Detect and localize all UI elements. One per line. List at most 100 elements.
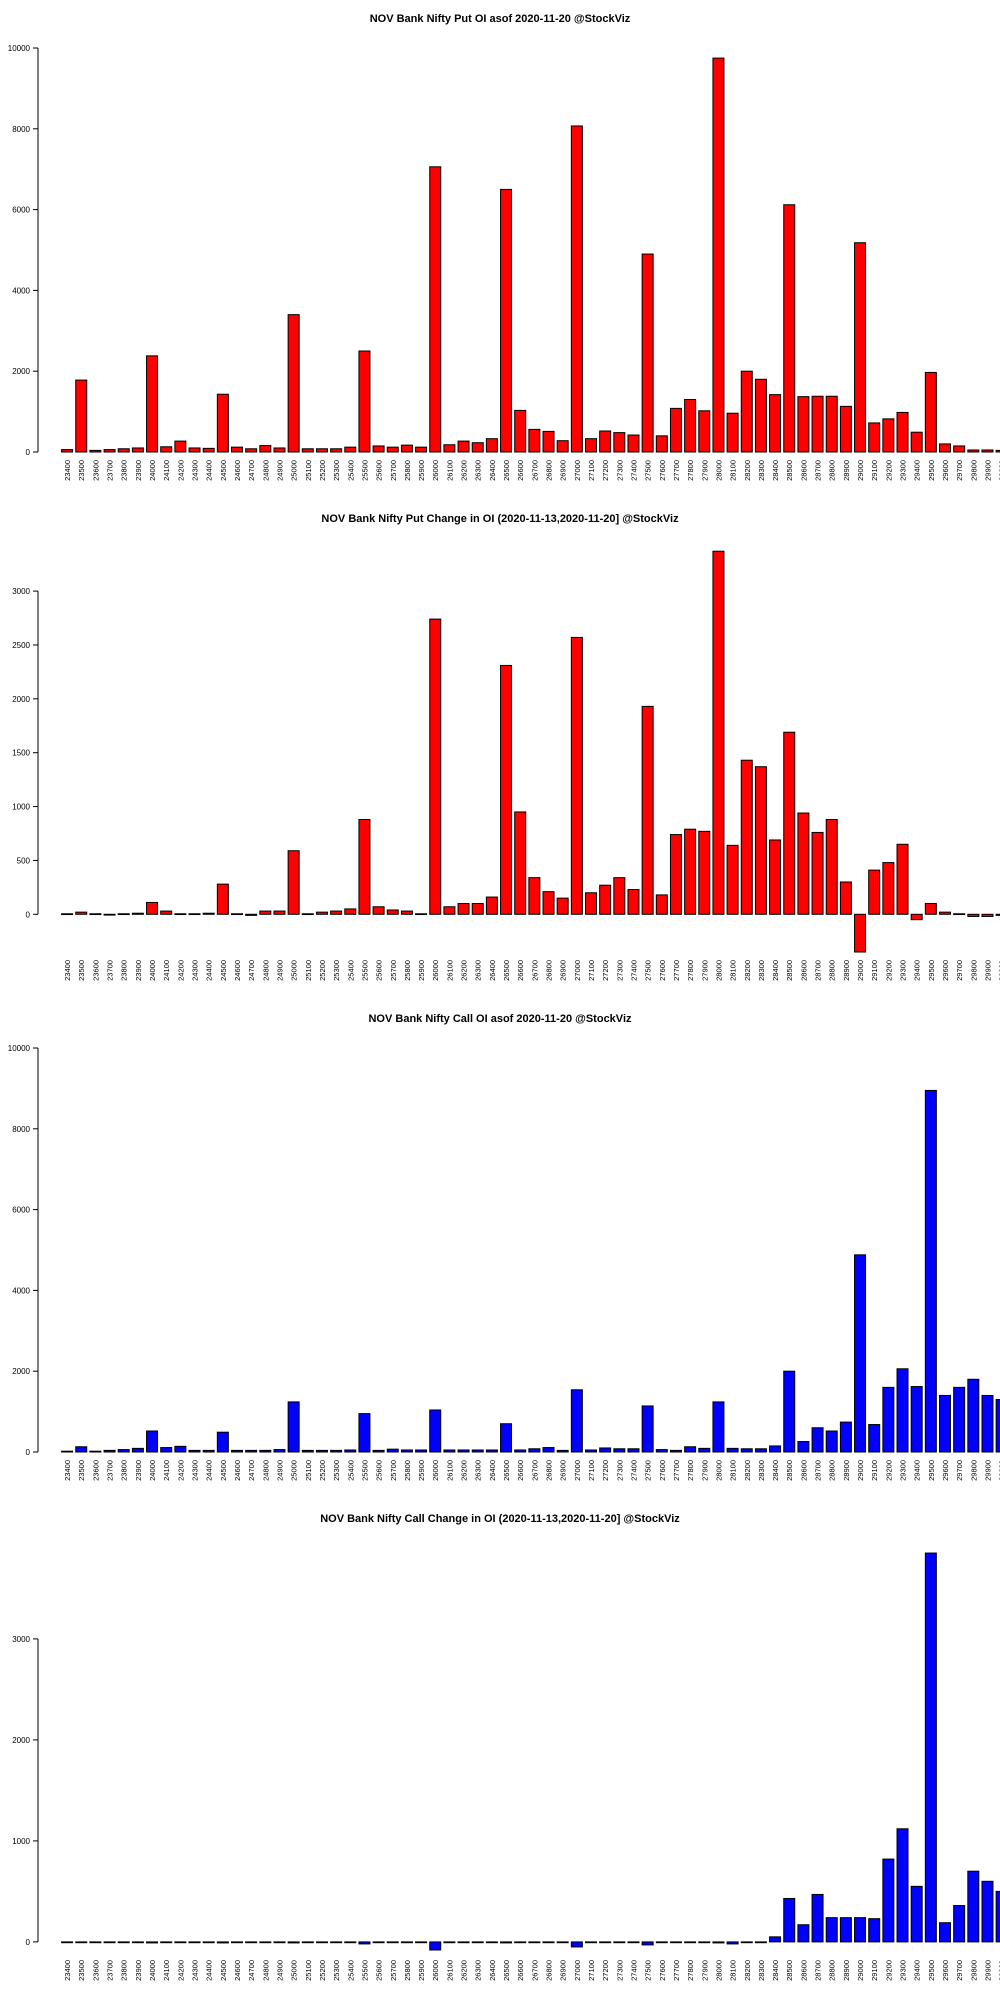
x-tick-label: 23800	[120, 960, 129, 981]
bar	[669, 407, 682, 453]
x-tick-label: 24300	[191, 960, 200, 981]
bar	[89, 913, 102, 916]
bar	[443, 444, 456, 453]
x-tick-label: 29000	[856, 1460, 865, 1481]
bar	[868, 1918, 881, 1943]
bar	[924, 1089, 937, 1453]
bar	[740, 1448, 753, 1453]
bar	[429, 1941, 442, 1951]
bar	[301, 1941, 314, 1944]
x-tick-label: 27000	[573, 1960, 582, 1981]
x-tick-label: 27900	[700, 460, 709, 481]
bar	[216, 1941, 229, 1944]
bar	[967, 1870, 980, 1943]
bar	[570, 125, 583, 453]
bar	[641, 1405, 654, 1453]
bar	[358, 1413, 371, 1453]
chart-title: NOV Bank Nifty Put OI asof 2020-11-20 @S…	[370, 13, 631, 25]
x-tick-label: 26600	[516, 1960, 525, 1981]
x-tick-label: 26000	[431, 460, 440, 481]
bar	[231, 913, 243, 916]
x-tick-label: 25600	[375, 1460, 384, 1481]
bar	[627, 434, 640, 453]
bar	[429, 166, 442, 453]
y-tick-label: 1500	[12, 749, 30, 758]
x-tick-label: 25200	[318, 460, 327, 481]
x-tick-label: 27900	[700, 960, 709, 981]
bar	[967, 1378, 980, 1453]
x-tick-label: 29900	[983, 460, 992, 481]
bar	[61, 1450, 74, 1453]
x-tick-label: 27600	[658, 1960, 667, 1981]
bar	[939, 911, 951, 915]
x-tick-label: 25100	[304, 1960, 313, 1981]
x-tick-label: 24800	[261, 460, 270, 481]
x-tick-label: 28600	[799, 460, 808, 481]
x-tick-label: 26300	[474, 960, 483, 981]
x-tick-label: 27200	[601, 460, 610, 481]
bar	[712, 1941, 725, 1944]
x-tick-label: 27900	[700, 1960, 709, 1981]
x-tick-label: 29300	[899, 460, 908, 481]
bar	[358, 818, 371, 915]
bar	[457, 1449, 470, 1453]
bar	[273, 910, 286, 915]
bar	[259, 1941, 272, 1944]
x-tick-label: 29400	[913, 460, 922, 481]
bar	[613, 432, 626, 453]
bar	[245, 448, 258, 453]
x-tick-label: 28300	[757, 460, 766, 481]
bar	[924, 903, 937, 915]
bar	[698, 830, 711, 915]
x-tick-label: 24900	[275, 1960, 284, 1981]
bar	[981, 449, 994, 453]
bar	[669, 1449, 682, 1453]
x-tick-label: 28600	[799, 1960, 808, 1981]
x-tick-label: 24400	[205, 960, 214, 981]
bar	[471, 1449, 484, 1453]
x-tick-label: 23900	[134, 1460, 143, 1481]
bar	[429, 1409, 442, 1453]
x-tick-label: 24900	[275, 960, 284, 981]
y-tick-label: 10000	[8, 44, 31, 53]
x-tick-label: 28300	[757, 1960, 766, 1981]
x-tick-label: 27500	[644, 960, 653, 981]
bar	[754, 378, 767, 453]
x-tick-label: 27800	[686, 960, 695, 981]
x-tick-label: 29500	[927, 1960, 936, 1981]
x-tick-label: 26000	[431, 960, 440, 981]
x-tick-label: 24700	[247, 1960, 256, 1981]
bar	[358, 350, 371, 453]
x-tick-label: 28400	[771, 960, 780, 981]
bar	[585, 1941, 597, 1944]
x-tick-label: 27200	[601, 1460, 610, 1481]
bar	[825, 1430, 838, 1453]
bar	[726, 844, 739, 915]
x-tick-label: 27400	[629, 460, 638, 481]
bar	[599, 430, 612, 453]
x-tick-label: 29400	[913, 1960, 922, 1981]
bar	[528, 1941, 541, 1944]
bar	[117, 448, 130, 453]
x-tick-label: 26900	[559, 1460, 568, 1481]
bar	[330, 1941, 343, 1944]
bar	[415, 446, 428, 453]
y-tick-label: 500	[17, 856, 31, 865]
x-tick-label: 28900	[842, 960, 851, 981]
bar	[344, 446, 357, 453]
x-tick-label: 25900	[417, 460, 426, 481]
bar	[75, 1446, 88, 1453]
x-tick-label: 28000	[714, 460, 723, 481]
x-tick-label: 29500	[927, 460, 936, 481]
bar	[953, 1905, 966, 1943]
bar	[854, 913, 867, 953]
bar	[471, 1941, 484, 1944]
x-tick-label: 25300	[332, 460, 341, 481]
x-tick-label: 24100	[162, 1460, 171, 1481]
bar	[769, 839, 782, 915]
y-tick-label: 0	[26, 448, 31, 457]
y-tick-label: 0	[26, 1938, 31, 1947]
bar	[188, 913, 201, 916]
x-tick-label: 26100	[445, 1960, 454, 1981]
bar	[471, 903, 484, 915]
